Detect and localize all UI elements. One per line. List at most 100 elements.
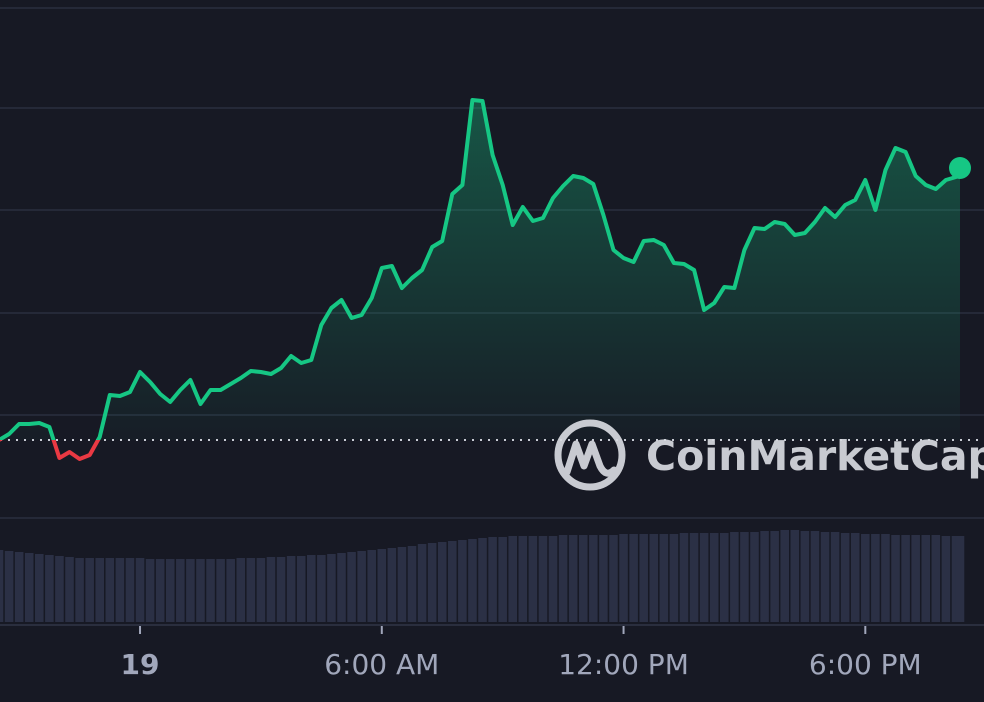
volume-bar [407, 546, 417, 622]
volume-bar [4, 551, 14, 622]
volume-bar [0, 550, 4, 622]
volume-bar [639, 534, 648, 622]
volume-bar [659, 534, 669, 622]
volume-bar [327, 554, 336, 622]
volume-bar [800, 531, 810, 622]
x-axis: 19 6:00 AM 12:00 PM 6:00 PM [0, 624, 984, 681]
volume-bar [397, 547, 407, 622]
volume-bar [740, 532, 749, 622]
volume-bar [931, 535, 941, 622]
volume-bar [528, 536, 538, 622]
volume-bar [437, 542, 447, 622]
volume-bar [468, 539, 477, 622]
volume-bar [619, 534, 628, 622]
x-tick-label: 6:00 PM [809, 648, 922, 681]
volume-bar [850, 533, 860, 622]
volume-bar [770, 531, 779, 622]
volume-bar [367, 550, 376, 622]
volume-bar [317, 555, 326, 622]
volume-bar [750, 532, 759, 622]
volume-bar [145, 559, 155, 622]
volume-bar [165, 559, 175, 622]
volume-bar [871, 534, 880, 622]
volume-bar [518, 536, 528, 622]
volume-bar [911, 535, 920, 622]
volume-bar [186, 559, 195, 622]
volume-bar [24, 553, 34, 622]
volume-bar [206, 559, 215, 622]
volume-bar [65, 557, 74, 622]
plot [0, 98, 984, 461]
volume-bar [337, 553, 346, 622]
volume-bar [75, 558, 84, 622]
volume-bar [357, 551, 366, 622]
price-area [0, 100, 960, 440]
volume-bar [589, 535, 598, 622]
volume-bar [669, 534, 679, 622]
volume-bar [85, 558, 94, 622]
volume-bar [830, 532, 840, 622]
volume-bar [236, 558, 246, 622]
volume-bar [955, 536, 965, 622]
volume-bar [488, 537, 497, 622]
volume-bar [881, 534, 890, 622]
volume-bar [276, 557, 286, 622]
volume-bar [296, 556, 306, 622]
volume-bar [861, 534, 870, 622]
volume-bar [730, 532, 739, 622]
volume-bar [720, 533, 729, 622]
logo-mark [563, 440, 618, 477]
volume-bar [115, 558, 125, 622]
volume-bar [901, 535, 910, 622]
logo-ring [554, 419, 626, 491]
volume-bar [226, 559, 235, 622]
x-tick-label: 6:00 AM [324, 648, 439, 681]
volume-bar [427, 543, 437, 622]
volume-bar [387, 548, 397, 622]
volume-bar [176, 559, 185, 622]
volume-bar [599, 535, 608, 622]
volume-bar [306, 555, 316, 622]
volume-bar [95, 558, 105, 622]
volume-bar [266, 557, 276, 622]
watermark: CoinMarketCap [554, 419, 984, 491]
volume-bar [891, 535, 900, 622]
volume-bar [558, 535, 568, 622]
volume-bar [125, 558, 135, 622]
volume-bar [45, 555, 54, 622]
volume-bar [689, 533, 699, 622]
volume-bar [196, 559, 205, 622]
volume-bar [921, 535, 931, 622]
volume-bar [649, 534, 659, 622]
volume-bar [246, 558, 256, 622]
x-tick-label: 19 [121, 648, 160, 681]
volume-bar [538, 536, 548, 622]
volume-bar [35, 554, 44, 622]
volume-bar [105, 558, 115, 622]
volume-bar [679, 533, 689, 622]
volume-bar [709, 533, 719, 622]
volume-bar [135, 558, 145, 622]
volume-bar [347, 552, 356, 622]
volume-bar [548, 536, 558, 622]
volume-bar [55, 556, 64, 622]
volume-bar [629, 534, 638, 622]
watermark-text: CoinMarketCap [646, 432, 984, 480]
volume-bar [790, 530, 800, 622]
volume-bar [568, 535, 578, 622]
volume-bar [508, 536, 518, 622]
volume-bar [14, 552, 24, 622]
price-line-up [0, 98, 962, 440]
volume-bar [810, 531, 820, 622]
volume-bar [780, 530, 790, 622]
volume-bar [458, 540, 467, 622]
volume-bar [377, 549, 387, 622]
volume [0, 530, 965, 622]
volume-bar [609, 535, 618, 622]
volume-bar [578, 535, 588, 622]
volume-bar [155, 559, 165, 622]
volume-bar [760, 531, 769, 622]
volume-bar [448, 541, 457, 622]
